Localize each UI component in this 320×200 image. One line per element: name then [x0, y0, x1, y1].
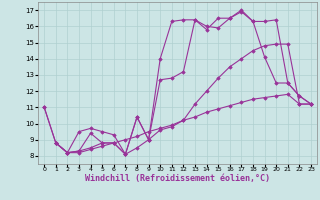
X-axis label: Windchill (Refroidissement éolien,°C): Windchill (Refroidissement éolien,°C) [85, 174, 270, 183]
